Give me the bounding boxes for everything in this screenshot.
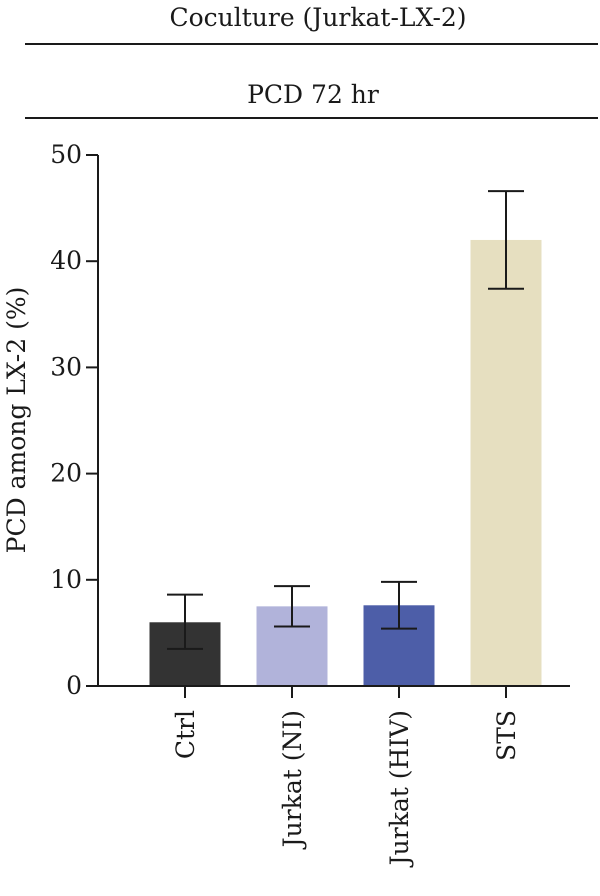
- x-tick-label: Ctrl: [171, 710, 200, 759]
- group-title: Coculture (Jurkat-LX-2): [169, 3, 466, 32]
- bar: [470, 239, 542, 686]
- y-tick-label: 40: [50, 246, 82, 275]
- chart-subtitle: PCD 72 hr: [247, 80, 379, 109]
- x-tick-label: Jurkat (HIV): [385, 710, 414, 868]
- y-tick-label: 0: [66, 671, 82, 700]
- x-tick-label: Jurkat (NI): [278, 710, 307, 850]
- y-tick-label: 30: [50, 352, 82, 381]
- y-tick-label: 20: [50, 459, 82, 488]
- y-tick-label: 50: [50, 140, 82, 169]
- y-axis-label: PCD among LX-2 (%): [2, 287, 31, 554]
- plot-area: Ctrl Jurkat (NI) Jurkat (HIV) STS 0 10 20 30 40 5…: [50, 140, 570, 868]
- y-tick-label: 10: [50, 565, 82, 594]
- x-tick-label: STS: [492, 710, 521, 761]
